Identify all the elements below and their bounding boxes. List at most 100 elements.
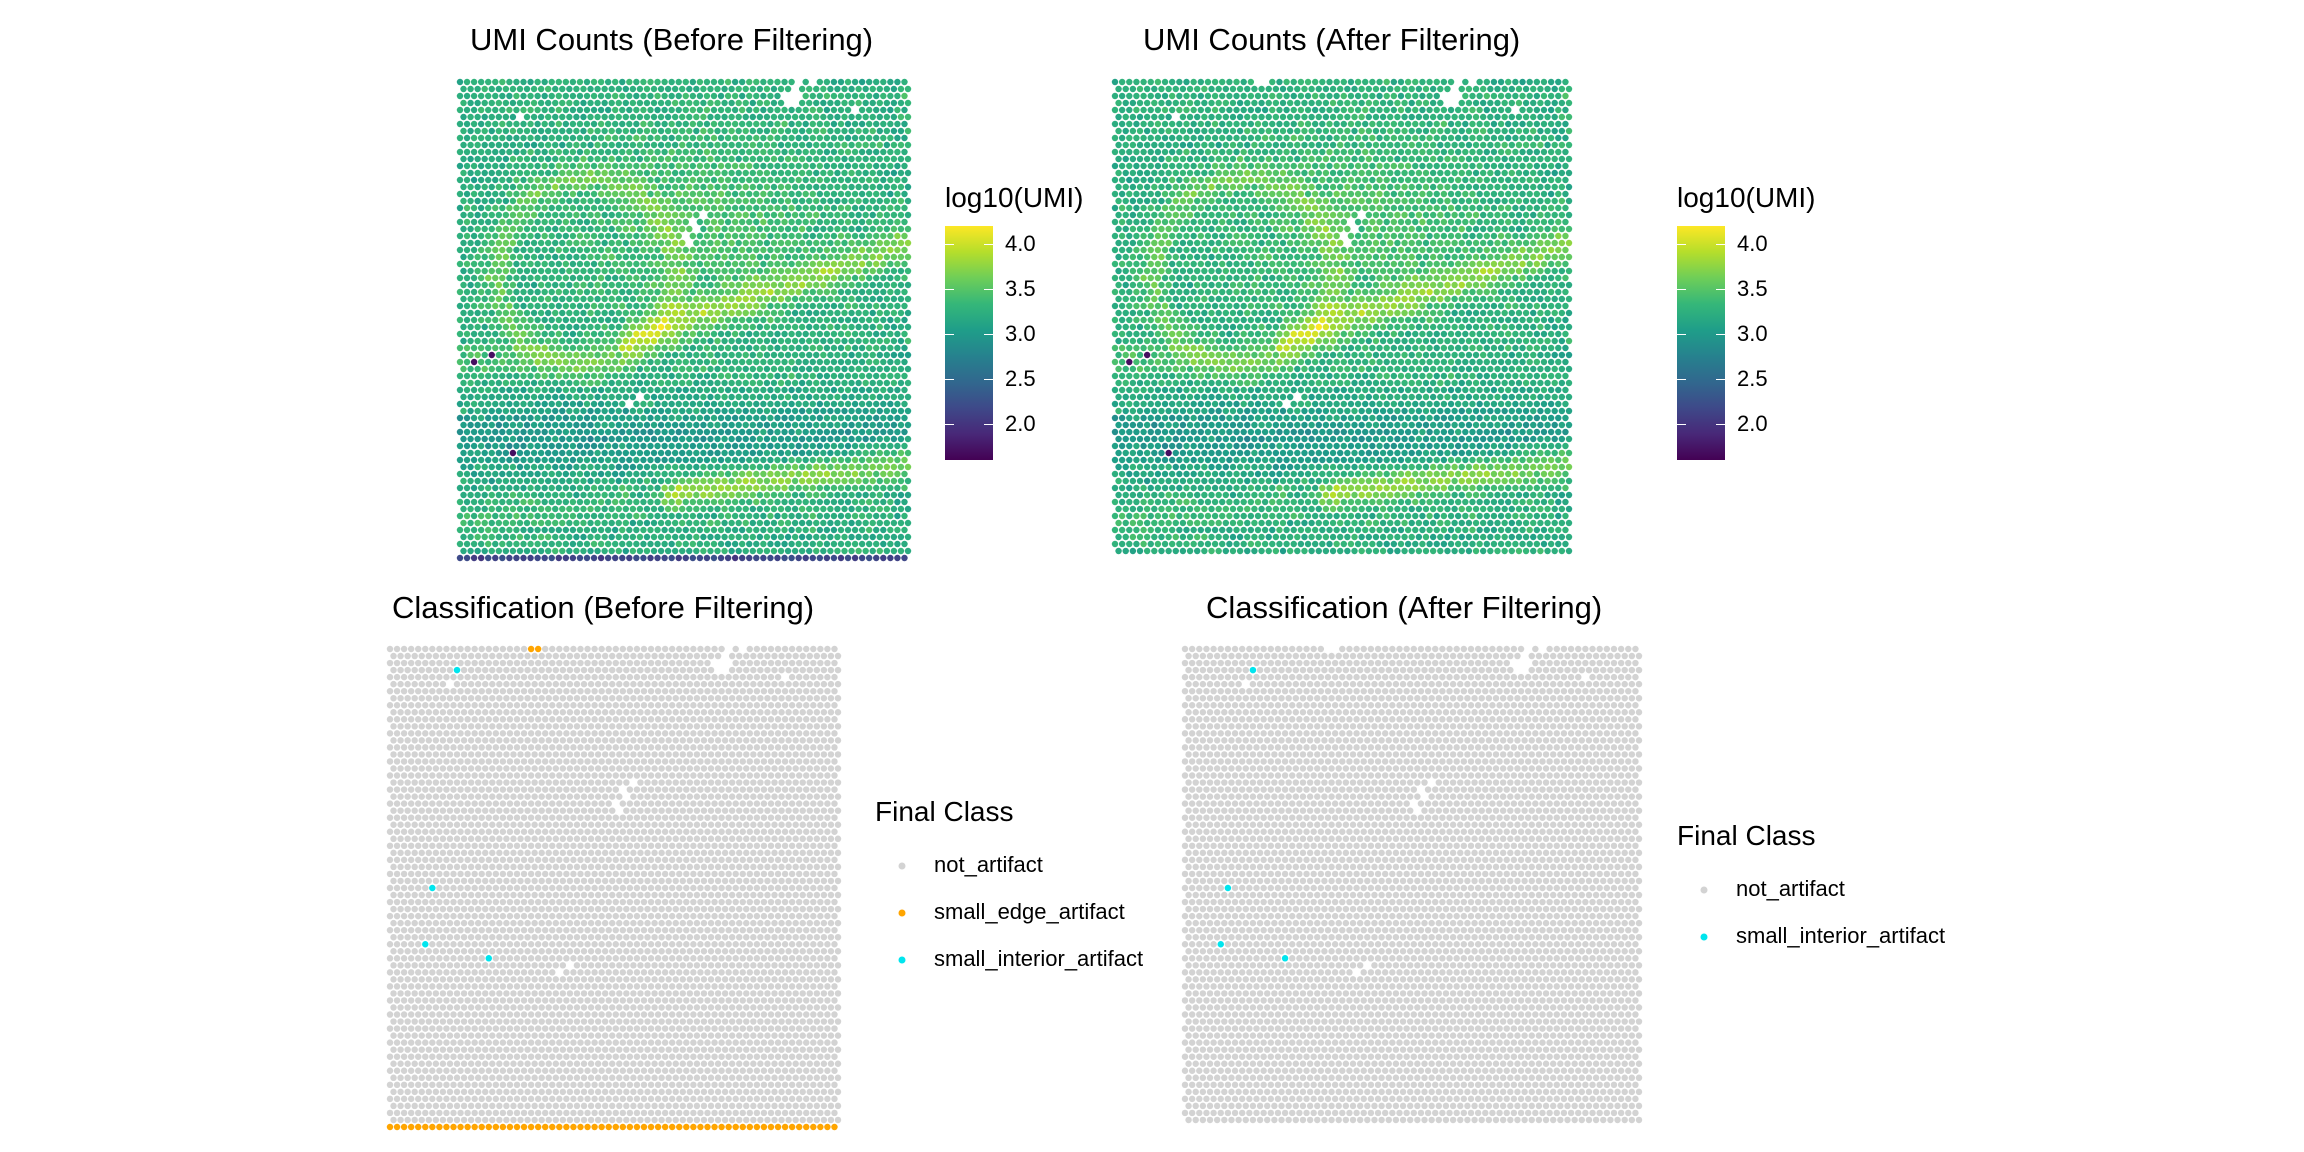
spot	[590, 176, 598, 184]
spot	[686, 197, 693, 205]
spot	[760, 302, 767, 310]
spot	[611, 134, 619, 142]
spot	[523, 197, 531, 205]
spot	[562, 232, 570, 240]
spot	[781, 274, 788, 282]
spot	[552, 519, 559, 527]
spot	[1390, 92, 1398, 100]
spot	[537, 491, 545, 499]
spot	[749, 379, 757, 387]
spot	[481, 281, 488, 289]
spot	[862, 491, 869, 499]
spot	[460, 127, 467, 135]
spot	[506, 484, 513, 492]
spot	[806, 183, 813, 191]
spot	[1190, 106, 1197, 114]
spot	[481, 393, 488, 401]
spot	[555, 470, 562, 478]
spot	[460, 365, 467, 373]
spot	[1190, 78, 1197, 86]
spot	[1176, 106, 1183, 114]
spot	[823, 400, 831, 408]
spot	[657, 337, 665, 345]
spot	[488, 365, 495, 373]
spot	[844, 288, 852, 296]
spot	[883, 519, 891, 527]
spot	[738, 134, 746, 142]
spot	[703, 484, 711, 492]
spot	[696, 456, 704, 464]
spot	[668, 288, 675, 296]
spot	[1340, 92, 1348, 100]
spot	[1522, 127, 1530, 135]
spot	[1254, 92, 1262, 100]
spot	[488, 547, 495, 555]
spot	[470, 260, 478, 268]
spot	[696, 400, 704, 408]
spot	[784, 449, 792, 457]
spot	[477, 554, 485, 562]
spot	[753, 386, 760, 394]
spot	[463, 484, 471, 492]
spot	[795, 148, 802, 156]
spot	[791, 169, 799, 177]
spot	[573, 239, 580, 247]
spot	[809, 148, 816, 156]
spot	[523, 113, 531, 121]
spot	[873, 484, 880, 492]
spot	[1544, 85, 1551, 93]
spot	[689, 204, 697, 212]
spot	[696, 554, 704, 562]
spot	[1151, 99, 1158, 107]
spot	[654, 260, 661, 268]
spot	[583, 134, 591, 142]
spot	[470, 134, 478, 142]
spot	[1279, 113, 1287, 121]
spot	[774, 400, 781, 408]
spot	[862, 281, 869, 289]
spot	[474, 351, 481, 359]
spot	[724, 78, 732, 86]
spot	[619, 358, 626, 366]
spot	[876, 379, 883, 387]
spot	[587, 113, 594, 121]
spot	[622, 85, 630, 93]
spot	[463, 372, 471, 380]
spot	[569, 456, 577, 464]
spot	[1383, 78, 1390, 86]
spot	[696, 372, 704, 380]
spot	[788, 498, 795, 506]
spot	[901, 204, 908, 212]
spot	[901, 428, 908, 436]
spot	[753, 400, 760, 408]
spot	[830, 386, 838, 394]
spot	[1211, 106, 1219, 114]
spot	[841, 435, 848, 443]
spot	[495, 365, 503, 373]
spot	[1229, 113, 1237, 121]
spot	[657, 463, 665, 471]
spot	[675, 344, 682, 352]
spot	[813, 169, 820, 177]
spot	[1115, 127, 1122, 135]
spot	[477, 232, 485, 240]
spot	[728, 155, 735, 163]
spot	[700, 491, 707, 499]
spot	[703, 302, 711, 310]
spot	[555, 204, 562, 212]
spot	[791, 533, 799, 541]
spot	[703, 260, 711, 268]
spot	[1412, 120, 1419, 128]
spot	[629, 463, 637, 471]
spot	[841, 169, 848, 177]
spot	[530, 183, 538, 191]
spot	[573, 435, 580, 443]
spot	[746, 232, 753, 240]
spot	[555, 400, 562, 408]
spot	[544, 505, 552, 513]
spot	[467, 267, 474, 275]
spot	[1179, 141, 1187, 149]
spot	[664, 463, 672, 471]
spot	[1372, 85, 1380, 93]
spot	[869, 407, 876, 415]
